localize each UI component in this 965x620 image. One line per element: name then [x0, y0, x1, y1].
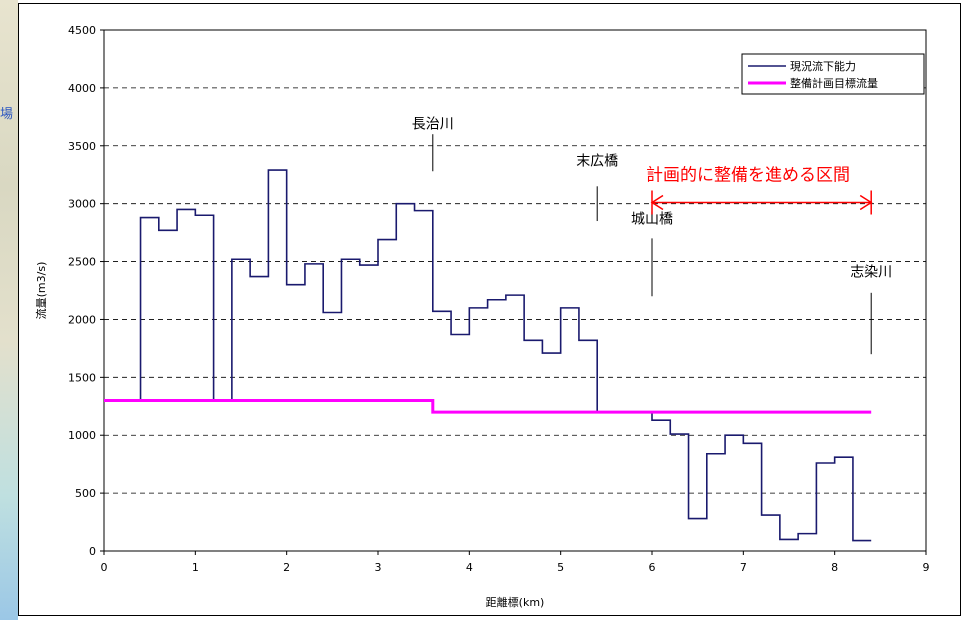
y-tick-label: 3500 — [68, 140, 96, 153]
y-tick-label: 4000 — [68, 82, 96, 95]
annotation-label: 志染川 — [850, 265, 892, 281]
x-tick-label: 9 — [923, 561, 930, 574]
annotation-label: 城山橋 — [631, 211, 673, 227]
x-tick-label: 1 — [192, 561, 199, 574]
y-tick-label: 500 — [75, 487, 96, 500]
series-capacity-line — [139, 169, 872, 542]
series-target-line — [104, 398, 872, 414]
x-tick-label: 4 — [466, 561, 473, 574]
chart-panel: 0 500 1000 1500 2000 2500 3000 3500 4000 4500 0 1 2 3… — [18, 3, 961, 616]
x-tick-label: 5 — [557, 561, 564, 574]
x-axis-label: 距離標(km) — [486, 595, 545, 609]
x-tick-label: 7 — [740, 561, 747, 574]
y-tick-label: 2500 — [68, 256, 96, 269]
x-tick-label: 6 — [649, 561, 656, 574]
y-tick-label: 2000 — [68, 313, 96, 326]
y-tick-label: 3000 — [68, 198, 96, 211]
map-label: 場 — [0, 107, 14, 122]
background-map-strip — [0, 0, 18, 620]
x-tick-label: 2 — [283, 561, 290, 574]
y-tick-label: 1000 — [68, 429, 96, 442]
highlight-label: 計画的に整備を進める区間 — [646, 166, 850, 186]
y-tick-label: 0 — [89, 545, 96, 558]
annotation-label: 長治川 — [412, 116, 454, 132]
annotation-label: 末広橋 — [576, 153, 618, 169]
legend-label: 整備計画目標流量 — [790, 76, 878, 90]
legend-label: 現況流下能力 — [790, 59, 856, 73]
chart-svg: 0 500 1000 1500 2000 2500 3000 3500 4000 4500 0 1 2 3… — [34, 24, 930, 609]
plot-area — [103, 29, 927, 552]
y-axis-label: 流量(m3/s) — [34, 262, 48, 320]
legend-box — [741, 53, 925, 95]
y-tick-label: 1500 — [68, 371, 96, 384]
x-tick-label: 0 — [101, 561, 108, 574]
y-tick-label: 4500 — [68, 24, 96, 37]
x-tick-label: 8 — [831, 561, 838, 574]
x-tick-label: 3 — [375, 561, 382, 574]
